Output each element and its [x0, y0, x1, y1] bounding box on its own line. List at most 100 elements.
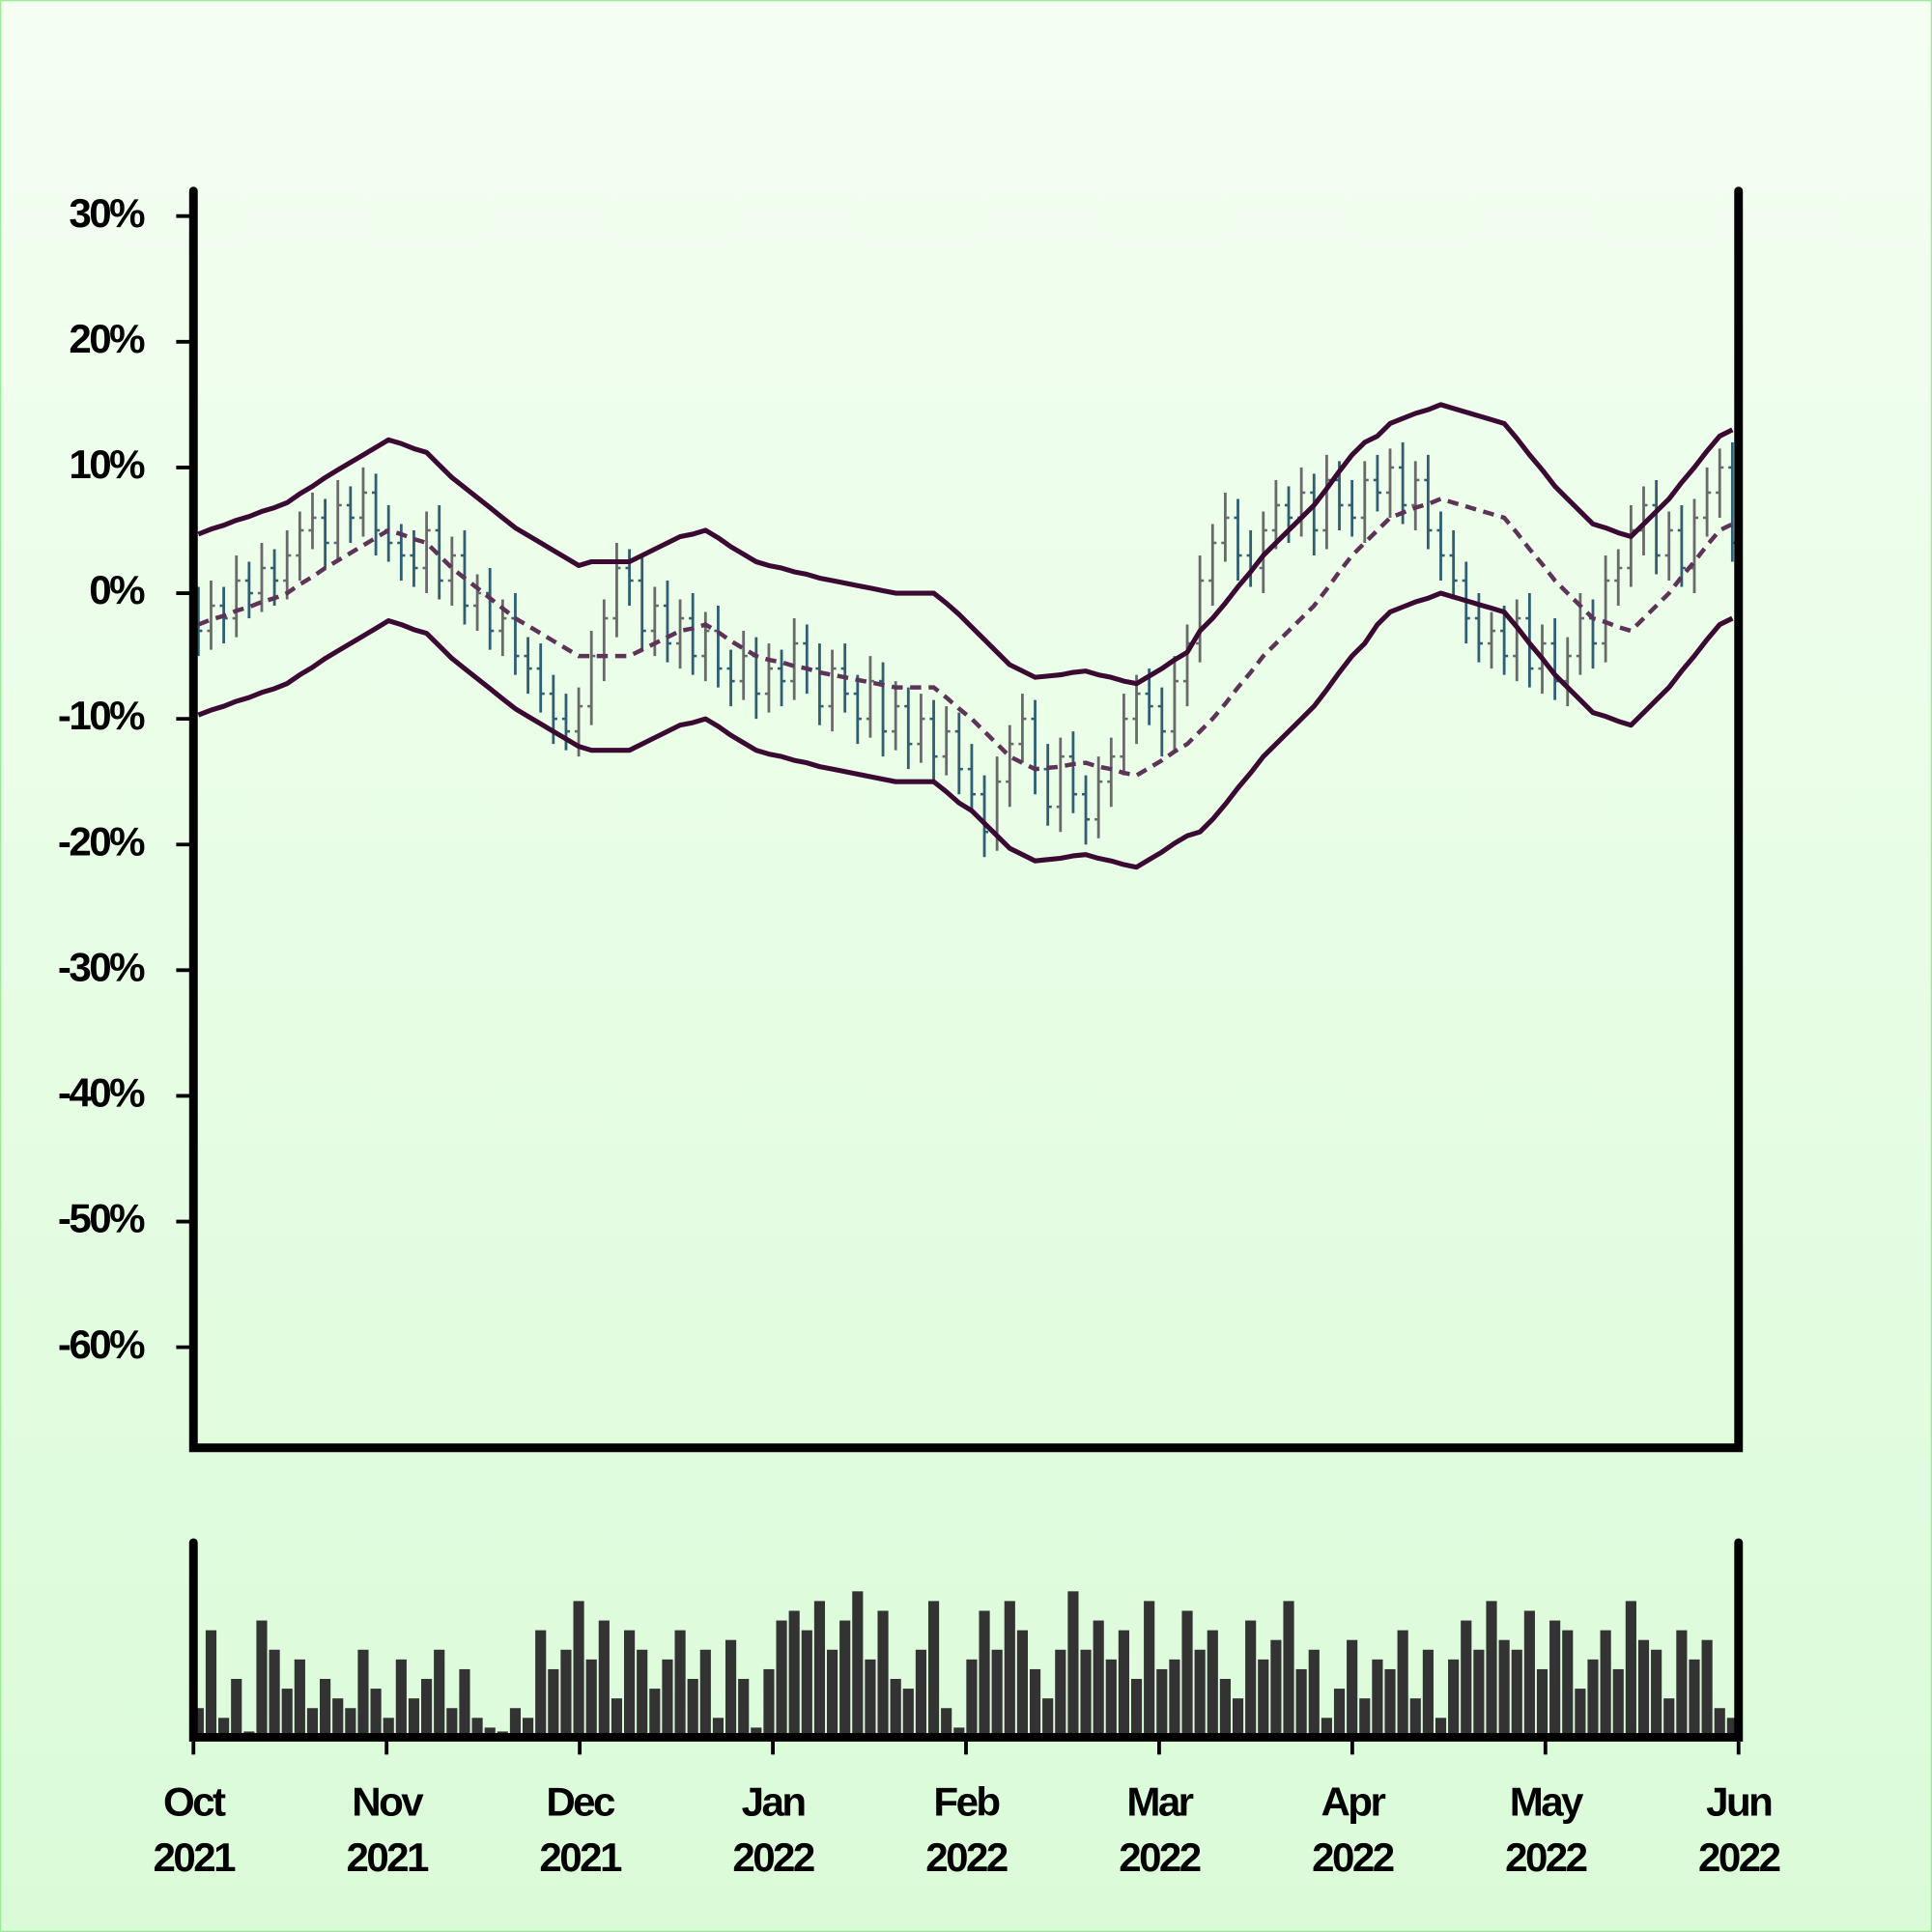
volume-bar: [1397, 1630, 1408, 1738]
volume-bar: [877, 1610, 889, 1738]
volume-bar: [1562, 1630, 1574, 1738]
x-tick-label: 2021: [346, 1834, 429, 1880]
volume-bar: [1435, 1718, 1447, 1738]
volume-bar: [1448, 1659, 1460, 1738]
volume-bar: [699, 1649, 711, 1738]
volume-bar: [218, 1718, 230, 1738]
volume-bar: [395, 1659, 407, 1738]
volume-bar: [1308, 1649, 1320, 1738]
volume-bar: [1523, 1610, 1535, 1738]
y-tick-label: -30%: [58, 944, 145, 989]
y-tick-label: 30%: [69, 190, 145, 236]
volume-bar: [712, 1718, 724, 1738]
volume-bar: [1004, 1601, 1015, 1738]
volume-bar: [662, 1659, 673, 1738]
volume-bar: [738, 1679, 750, 1738]
middle-band: [197, 497, 1734, 779]
volume-bar: [852, 1591, 864, 1738]
volume-bar: [649, 1689, 661, 1738]
x-tick-label: Feb: [933, 1779, 999, 1825]
volume-bar: [1701, 1639, 1713, 1738]
volume-bar: [1144, 1601, 1155, 1738]
volume-bar: [357, 1649, 369, 1738]
volume-bar: [345, 1708, 356, 1738]
volume-bar: [1169, 1659, 1180, 1738]
volume-bar: [205, 1630, 217, 1738]
volume-bar: [788, 1610, 800, 1738]
volume-bar: [1080, 1649, 1092, 1738]
volume-bar: [1156, 1668, 1168, 1738]
volume-bar: [434, 1649, 445, 1738]
volume-bar: [1118, 1630, 1129, 1738]
volume-bar: [1067, 1591, 1079, 1738]
volume-bar: [383, 1718, 394, 1738]
y-tick-label: -20%: [58, 818, 145, 864]
volume-bar: [585, 1659, 597, 1738]
volume-bar: [1207, 1630, 1218, 1738]
volume-bar: [1409, 1698, 1421, 1738]
volume-bar: [1676, 1630, 1688, 1738]
volume-bar: [953, 1727, 965, 1738]
volume-bar: [1130, 1679, 1143, 1738]
volume-bar: [1536, 1668, 1548, 1738]
volume-bar: [471, 1718, 483, 1738]
volume-bar: [826, 1649, 838, 1738]
volume-bar: [421, 1679, 433, 1738]
volume-bar: [763, 1668, 775, 1738]
volume-bar: [1587, 1659, 1599, 1738]
x-tick-label: Jun: [1706, 1779, 1772, 1825]
volume-bar: [902, 1689, 914, 1738]
volume-bar: [231, 1679, 242, 1738]
volume-bar: [548, 1668, 559, 1738]
y-tick-label: 10%: [69, 441, 145, 487]
y-tick-label: 20%: [69, 316, 145, 361]
x-tick-label: Mar: [1126, 1779, 1193, 1825]
volume-bar: [1384, 1668, 1396, 1738]
volume-bar: [1105, 1659, 1117, 1738]
y-tick-label: -60%: [58, 1321, 145, 1367]
volume-bar: [523, 1718, 534, 1738]
volume-bar: [1651, 1649, 1662, 1738]
volume-bar: [1029, 1668, 1041, 1738]
x-tick-label: 2022: [1505, 1834, 1587, 1880]
volume-bar: [839, 1620, 851, 1738]
volume-bar: [408, 1698, 420, 1738]
price-spines: [188, 186, 1744, 1453]
volume-bar: [1194, 1649, 1206, 1738]
volume-bar: [446, 1708, 458, 1738]
volume-bar: [1511, 1649, 1522, 1738]
volume-bar: [1333, 1689, 1346, 1738]
volume-bar: [801, 1630, 812, 1738]
volume-bar: [1295, 1668, 1307, 1738]
volume-bar: [724, 1639, 737, 1738]
price-panel: [194, 402, 1737, 870]
volume-bar: [1575, 1689, 1586, 1738]
volume-bar: [1232, 1698, 1244, 1738]
volume-bar: [459, 1668, 470, 1738]
volume-bar: [269, 1649, 280, 1738]
volume-bar: [1461, 1620, 1472, 1738]
x-tick-label: Jan: [742, 1779, 806, 1825]
x-tick-label: 2022: [1312, 1834, 1394, 1880]
volume-bar: [484, 1727, 496, 1738]
volume-bar: [1347, 1639, 1358, 1738]
volume-bar: [915, 1649, 927, 1738]
volume-bar: [941, 1708, 952, 1738]
volume-bar: [1637, 1639, 1650, 1738]
volume-bar: [509, 1708, 522, 1738]
volume-bar: [623, 1630, 636, 1738]
x-tick-label: 2022: [1698, 1834, 1780, 1880]
volume-bar: [1283, 1601, 1294, 1738]
volume-bar: [1270, 1639, 1282, 1738]
x-tick-label: 2022: [732, 1834, 814, 1880]
volume-bar: [1473, 1649, 1485, 1738]
y-tick-label: -40%: [58, 1070, 145, 1116]
volume-bar: [1549, 1620, 1561, 1738]
volume-bar: [1016, 1630, 1028, 1738]
volume-bar: [813, 1601, 826, 1738]
volume-bar: [687, 1679, 698, 1738]
volume-bar: [535, 1630, 547, 1738]
y-tick-label: -10%: [58, 693, 145, 738]
